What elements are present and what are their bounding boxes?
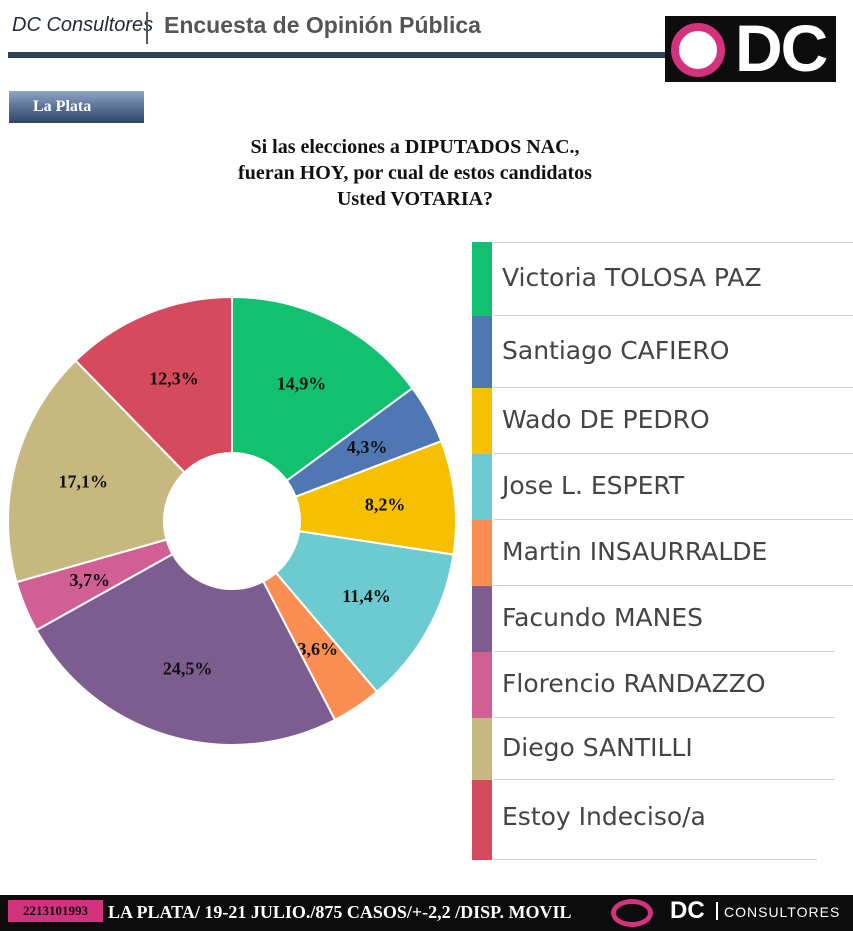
slice-label-3: 11,4%	[342, 586, 391, 606]
legend-item-8: Estoy Indeciso/a	[470, 780, 853, 860]
legend-label-5: Facundo MANES	[502, 603, 703, 632]
legend-item-5: Facundo MANES	[470, 586, 853, 652]
legend-item-7: Diego SANTILLI	[470, 718, 853, 780]
legend-swatch-0	[472, 242, 492, 316]
slice-label-0: 14,9%	[277, 374, 327, 394]
legend-label-1: Santiago CAFIERO	[502, 336, 730, 365]
legend-divider-8	[494, 859, 817, 860]
legend-swatch-1	[472, 316, 492, 388]
pie-slice-3	[274, 530, 455, 694]
legend-divider-3	[494, 519, 853, 520]
odc-logo: DC	[665, 11, 836, 85]
pie-slice-7	[7, 359, 186, 584]
legend-divider-1	[494, 387, 853, 388]
footer-brand-suffix: CONSULTORES	[724, 904, 841, 920]
legend-item-1: Santiago CAFIERO	[470, 316, 853, 388]
legend-item-6: Florencio RANDAZZO	[470, 652, 853, 718]
pie-slice-5	[35, 552, 337, 746]
footer: 2213101993 LA PLATA/ 19-21 JULIO./875 CA…	[0, 895, 853, 931]
legend-swatch-4	[472, 520, 492, 586]
question: Si las elecciones a DIPUTADOS NAC., fuer…	[130, 134, 700, 212]
header-brand: DC Consultores	[12, 14, 154, 36]
legend-item-2: Wado DE PEDRO	[470, 388, 853, 454]
question-line-2: fueran HOY, por cual de estos candidatos	[238, 162, 592, 184]
legend-divider-top	[494, 242, 853, 243]
legend-label-7: Diego SANTILLI	[502, 733, 693, 762]
footer-ring-icon	[611, 899, 653, 927]
slice-label-2: 8,2%	[365, 495, 406, 515]
legend-swatch-5	[472, 586, 492, 652]
legend-label-0: Victoria TOLOSA PAZ	[502, 263, 762, 292]
legend-label-2: Wado DE PEDRO	[502, 405, 710, 434]
question-line-1: Si las elecciones a DIPUTADOS NAC.,	[250, 136, 580, 158]
legend-divider-2	[494, 453, 853, 454]
slice-label-4: 3,6%	[298, 639, 339, 659]
logo-ring-icon	[671, 23, 725, 77]
legend-swatch-7	[472, 718, 492, 780]
legend-label-6: Florencio RANDAZZO	[502, 669, 766, 698]
legend-divider-6	[494, 717, 835, 718]
legend-swatch-6	[472, 652, 492, 718]
header-title: Encuesta de Opinión Pública	[164, 12, 481, 38]
legend-divider-5	[494, 651, 835, 652]
legend-swatch-8	[472, 780, 492, 860]
footer-brand-separator	[716, 902, 718, 920]
logo-text: DC	[735, 11, 828, 85]
legend-swatch-2	[472, 388, 492, 454]
pie-slice-0	[231, 295, 414, 483]
pie-slice-8	[74, 295, 233, 474]
footer-text: LA PLATA/ 19-21 JULIO./875 CASOS/+-2,2 /…	[108, 902, 572, 922]
legend-divider-4	[494, 585, 853, 586]
legend-item-4: Martin INSAURRALDE	[470, 520, 853, 586]
footer-phone: 2213101993	[8, 900, 103, 922]
legend-divider-0	[494, 315, 853, 316]
slice-label-6: 3,7%	[69, 570, 110, 590]
header-bar	[8, 52, 668, 58]
question-line-3: Usted VOTARIA?	[336, 188, 494, 210]
slice-label-7: 17,1%	[58, 471, 108, 491]
legend-swatch-3	[472, 454, 492, 520]
legend-label-4: Martin INSAURRALDE	[502, 537, 768, 566]
city-tag: La Plata	[9, 91, 144, 123]
donut-chart: 14,9% 4,3% 8,2% 11,4% 3,6% 24,5% 3,7% 17,1% 12,3…	[7, 295, 457, 746]
footer-brand-dc: DC	[670, 897, 705, 924]
slice-label-8: 12,3%	[149, 368, 199, 388]
header-separator	[146, 12, 148, 44]
legend-divider-7	[494, 779, 835, 780]
legend-item-3: Jose L. ESPERT	[470, 454, 853, 520]
slice-label-1: 4,3%	[347, 437, 388, 457]
legend-label-3: Jose L. ESPERT	[502, 471, 685, 500]
legend-label-8: Estoy Indeciso/a	[502, 802, 706, 831]
slice-label-5: 24,5%	[163, 658, 213, 678]
legend-item-0: Victoria TOLOSA PAZ	[470, 242, 853, 316]
